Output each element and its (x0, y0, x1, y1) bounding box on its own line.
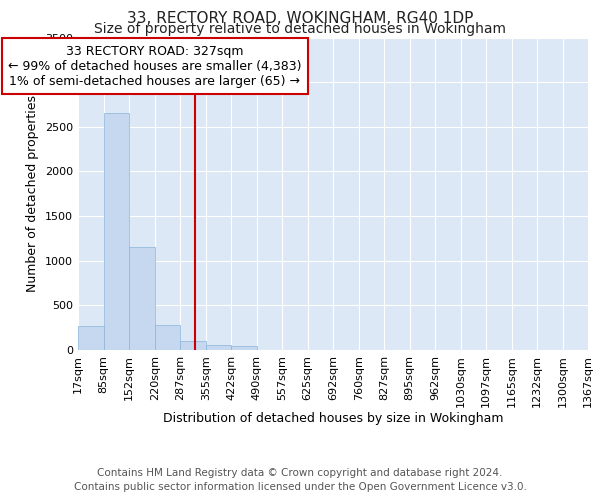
Bar (129, 248, 155, 350)
Text: 33 RECTORY ROAD: 327sqm
← 99% of detached houses are smaller (4,383)
1% of semi-: 33 RECTORY ROAD: 327sqm ← 99% of detache… (8, 44, 301, 88)
Text: 33, RECTORY ROAD, WOKINGHAM, RG40 1DP: 33, RECTORY ROAD, WOKINGHAM, RG40 1DP (127, 11, 473, 26)
Bar (155, 325, 180, 350)
X-axis label: Distribution of detached houses by size in Wokingham: Distribution of detached houses by size … (163, 412, 503, 426)
Bar (180, 341, 206, 350)
Y-axis label: Number of detached properties: Number of detached properties (26, 95, 40, 292)
Bar (78, 326, 104, 350)
Bar (231, 346, 257, 350)
Bar (206, 345, 231, 350)
Text: Contains HM Land Registry data © Crown copyright and database right 2024.
Contai: Contains HM Land Registry data © Crown c… (74, 468, 526, 492)
Bar (104, 114, 129, 350)
Text: Size of property relative to detached houses in Wokingham: Size of property relative to detached ho… (94, 22, 506, 36)
